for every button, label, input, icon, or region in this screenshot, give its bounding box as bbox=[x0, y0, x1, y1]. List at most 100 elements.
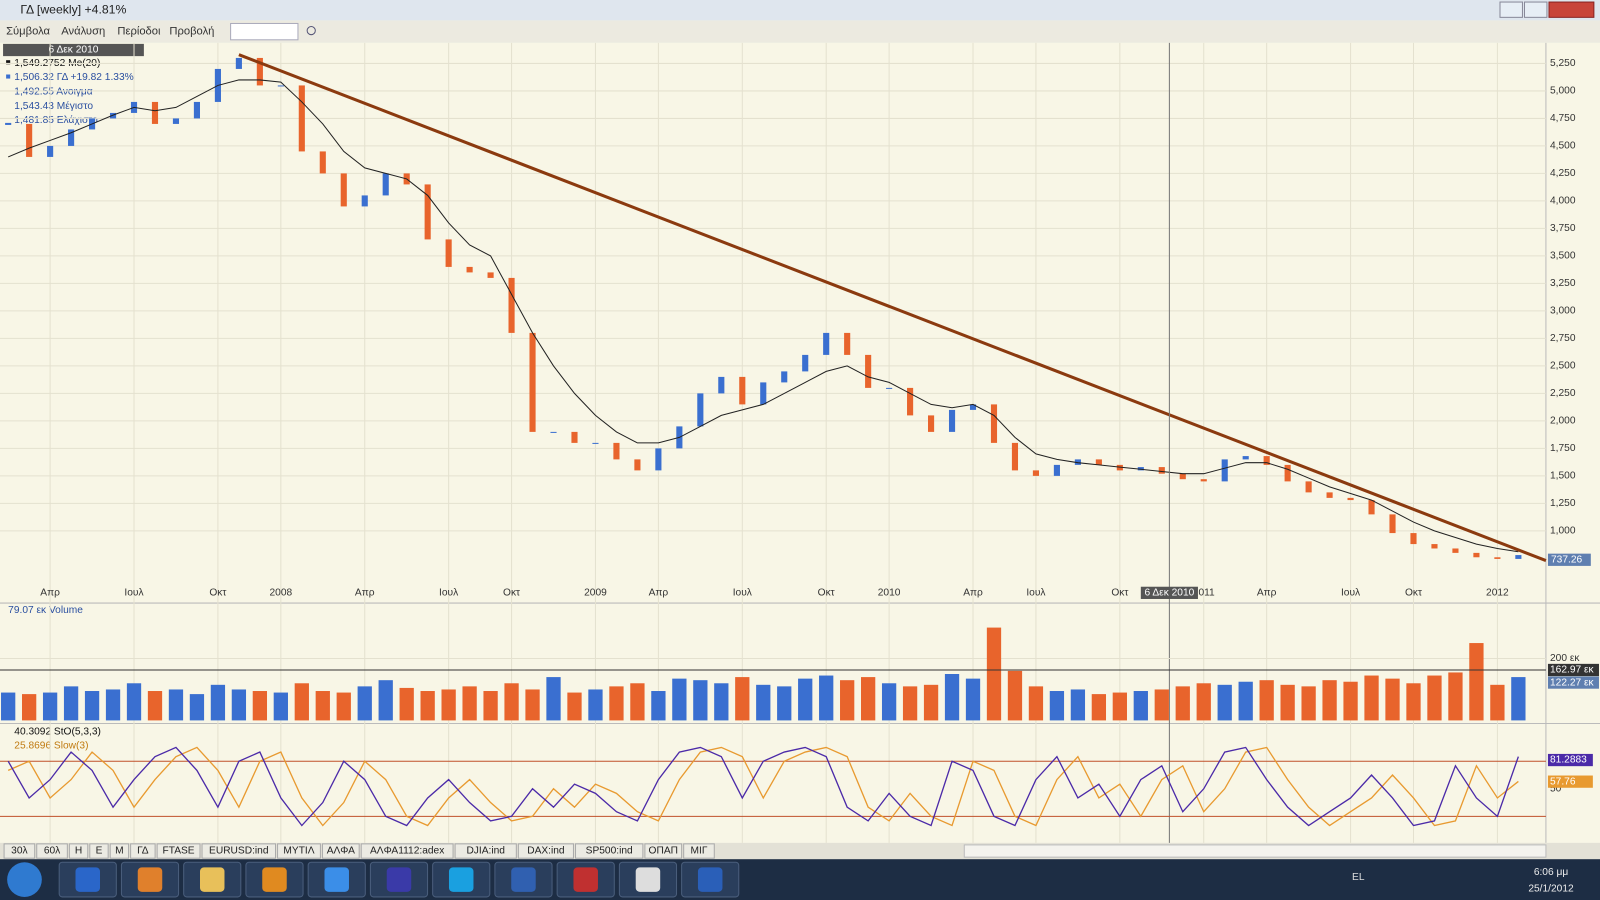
value-tag bbox=[1547, 663, 1599, 677]
candle bbox=[739, 376, 746, 405]
volume-bar bbox=[777, 686, 792, 721]
tab[interactable] bbox=[156, 843, 201, 859]
tab[interactable] bbox=[360, 843, 454, 859]
close-button[interactable] bbox=[1548, 1, 1595, 18]
tab-label[interactable]: ΑΛΦΑ bbox=[327, 846, 355, 857]
legend-text: 25.8696 Slow(3) bbox=[14, 741, 88, 752]
app-icon bbox=[200, 867, 225, 892]
volume-bar bbox=[105, 689, 121, 721]
y-tick-label: 3,000 bbox=[1550, 306, 1576, 317]
tab[interactable] bbox=[321, 843, 360, 859]
volume-bar bbox=[1007, 670, 1023, 721]
volume-bar bbox=[1175, 686, 1190, 721]
tab[interactable] bbox=[36, 843, 68, 859]
tab-label[interactable]: ΜΥΤΙΛ bbox=[283, 846, 314, 857]
crosshair-date: 6 Δεκ 2010 bbox=[49, 45, 99, 56]
candle bbox=[382, 173, 389, 196]
volume-bar bbox=[1511, 677, 1526, 721]
search-box[interactable] bbox=[230, 22, 299, 41]
candle bbox=[802, 354, 809, 372]
volume-bar bbox=[881, 683, 897, 721]
tab-label[interactable]: ΑΛΦΑ1112:adex bbox=[370, 846, 444, 857]
tab-label[interactable]: DJIA:ind bbox=[466, 846, 505, 857]
candle bbox=[487, 272, 494, 278]
tab[interactable] bbox=[517, 843, 574, 859]
moving-average bbox=[7, 79, 1519, 553]
menu-item[interactable]: Ανάλυση bbox=[61, 26, 105, 38]
candle bbox=[634, 459, 641, 471]
value-tag-label: 81.2883 bbox=[1550, 755, 1587, 766]
y-tick-label: 1,250 bbox=[1550, 498, 1576, 509]
tab[interactable] bbox=[89, 843, 109, 859]
tab-label[interactable]: DAX:ind bbox=[527, 846, 565, 857]
y-tick-label: 4,250 bbox=[1550, 168, 1576, 179]
volume-bar bbox=[1238, 681, 1253, 721]
y-tick-label: 1,500 bbox=[1550, 471, 1576, 482]
menu-item[interactable]: Προβολή bbox=[169, 26, 214, 38]
candle bbox=[1074, 459, 1081, 465]
search-icon[interactable] bbox=[306, 26, 316, 36]
tab-label[interactable]: ΜΙΓ bbox=[691, 846, 708, 857]
x-tick-label: Απρ bbox=[40, 588, 60, 599]
tab[interactable] bbox=[109, 843, 130, 859]
tab[interactable] bbox=[68, 843, 89, 859]
x-tick-label: Ιουλ bbox=[124, 588, 143, 599]
start-button[interactable] bbox=[7, 862, 42, 897]
candle bbox=[1263, 456, 1270, 465]
volume-bar bbox=[63, 686, 79, 721]
tab-label[interactable]: Μ bbox=[115, 846, 124, 857]
volume-bar bbox=[1301, 686, 1316, 721]
candle bbox=[26, 123, 33, 157]
candle bbox=[256, 57, 263, 86]
menu-item[interactable]: Σύμβολα bbox=[6, 26, 50, 38]
tab[interactable] bbox=[3, 843, 36, 859]
x-tick-label: Οκτ bbox=[1111, 588, 1128, 599]
candle bbox=[1473, 552, 1480, 558]
minimize-button[interactable] bbox=[1499, 1, 1523, 18]
value-tag bbox=[1547, 775, 1593, 788]
volume-bar bbox=[819, 675, 834, 721]
tab[interactable] bbox=[454, 843, 517, 859]
value-tag bbox=[1547, 553, 1591, 566]
x-tick-label: Απρ bbox=[355, 588, 375, 599]
tab[interactable] bbox=[277, 843, 321, 859]
candle bbox=[1347, 497, 1354, 501]
volume-bar bbox=[1385, 678, 1400, 721]
tab[interactable] bbox=[644, 843, 683, 859]
tab-label[interactable]: ΟΠΑΠ bbox=[649, 846, 678, 857]
value-tag-label: 57.76 bbox=[1550, 776, 1576, 787]
volume-bar bbox=[378, 680, 393, 721]
menu-item[interactable]: Περίοδοι bbox=[117, 26, 161, 38]
candle bbox=[781, 371, 788, 383]
volume-bar bbox=[1322, 680, 1337, 721]
candle bbox=[235, 57, 242, 69]
candle bbox=[1284, 464, 1291, 482]
tab[interactable] bbox=[201, 843, 277, 859]
value-tag-label: 162.97 εκ bbox=[1550, 665, 1595, 676]
app-icon bbox=[511, 867, 536, 892]
candle bbox=[47, 145, 54, 157]
maximize-button[interactable] bbox=[1523, 1, 1548, 18]
volume-bar bbox=[1427, 675, 1442, 721]
candle bbox=[1452, 548, 1459, 553]
volume-bar bbox=[1364, 675, 1379, 721]
tab-label[interactable]: EURUSD:ind bbox=[209, 846, 269, 857]
date-box bbox=[3, 43, 144, 57]
candle bbox=[1389, 514, 1396, 534]
tab-label[interactable]: SP500:ind bbox=[586, 846, 633, 857]
x-tick-label: Οκτ bbox=[1405, 588, 1422, 599]
volume-bar bbox=[1154, 689, 1169, 721]
tab-label[interactable]: ΓΔ bbox=[137, 846, 149, 857]
tab-label[interactable]: 60λ bbox=[44, 846, 60, 857]
tab[interactable] bbox=[575, 843, 644, 859]
tab[interactable] bbox=[130, 843, 156, 859]
tab-label[interactable]: FTASE bbox=[163, 846, 195, 857]
volume-bar bbox=[504, 683, 519, 721]
tab-label[interactable]: Η bbox=[75, 846, 82, 857]
tab-label[interactable]: 30λ bbox=[11, 846, 27, 857]
tab-label[interactable]: Ε bbox=[96, 846, 103, 857]
y-tick-label: 2,500 bbox=[1550, 361, 1576, 372]
candle bbox=[1032, 470, 1040, 476]
candle bbox=[151, 101, 159, 124]
tab[interactable] bbox=[683, 843, 715, 859]
